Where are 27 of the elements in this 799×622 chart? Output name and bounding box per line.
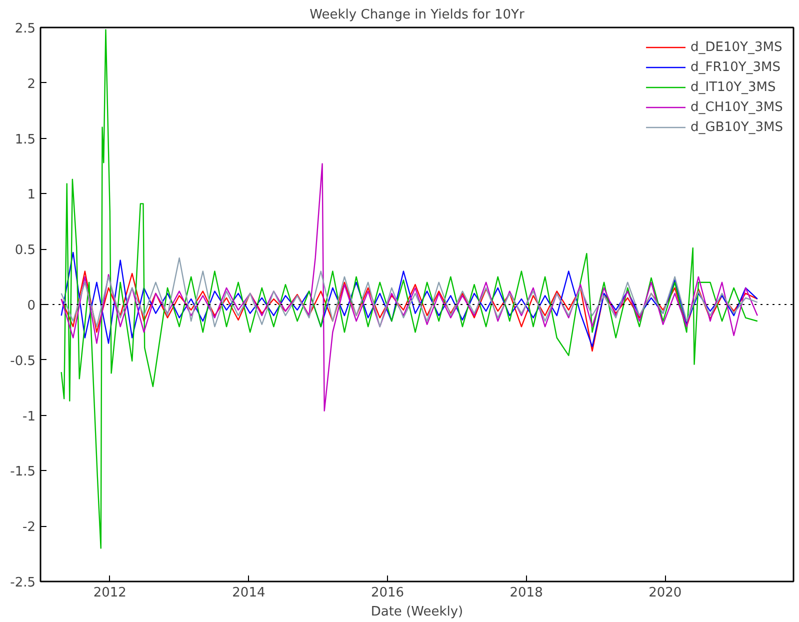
- line-series: [60, 257, 758, 328]
- x-axis-title: Date (Weekly): [370, 604, 464, 620]
- y-tick-label: 0: [27, 298, 36, 314]
- x-tick-label: 2016: [370, 586, 404, 600]
- x-tick-label: 2014: [232, 586, 266, 600]
- x-tick-label: 2012: [93, 586, 126, 600]
- y-tick-label: 1: [27, 188, 36, 203]
- legend-label: d_FR10Y_3MS: [690, 60, 781, 74]
- y-tick-label: -2: [22, 520, 36, 536]
- line-series: [60, 270, 758, 352]
- y-tick-label: 0.5: [14, 243, 36, 258]
- legend-label: d_IT10Y_3MS: [690, 80, 776, 94]
- y-tick-label: 2.5: [14, 22, 36, 36]
- legend-label: d_GB10Y_3MS: [690, 120, 783, 134]
- legend-label: d_CH10Y_3MS: [690, 100, 783, 114]
- line-series: [60, 163, 758, 412]
- line-series: [60, 252, 758, 348]
- legend-label: d_DE10Y_3MS: [690, 40, 782, 54]
- chart-title: Weekly Change in Yields for 10Yr: [310, 8, 525, 22]
- y-tick-label: -0.5: [10, 354, 36, 369]
- y-tick-label: 2: [27, 76, 36, 92]
- x-tick-label: 2018: [510, 586, 543, 600]
- x-tick-label: 2020: [648, 586, 682, 600]
- y-tick-label: -1.5: [10, 464, 36, 480]
- y-tick-label: 1.5: [14, 132, 36, 148]
- y-tick-label: -1: [22, 409, 36, 424]
- y-tick-label: -2.5: [10, 576, 36, 590]
